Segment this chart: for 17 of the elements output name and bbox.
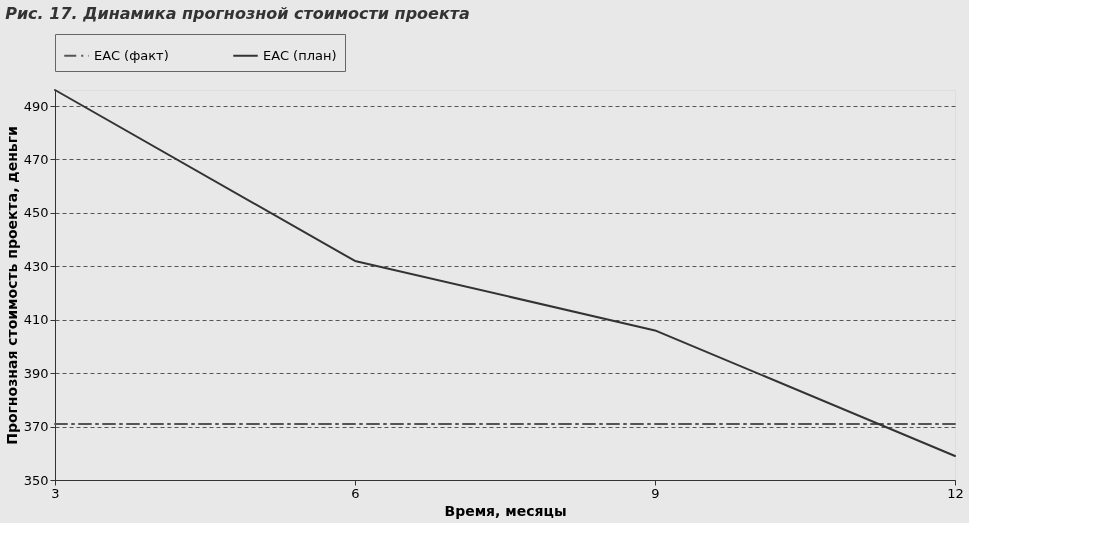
- x-tick-label: 3: [51, 485, 60, 501]
- y-tick-label: 410: [23, 312, 49, 328]
- y-tick-label: 350: [23, 472, 49, 488]
- y-tick-label: 430: [23, 258, 49, 274]
- x-tick-label: 12: [947, 485, 964, 501]
- y-tick-label: 390: [23, 365, 49, 381]
- legend-label: EAC (план): [263, 47, 337, 63]
- x-tick-label: 9: [651, 485, 660, 501]
- y-tick-label: 490: [23, 98, 49, 114]
- y-tick-label: 450: [23, 205, 49, 221]
- chart-title: Рис. 17. Динамика прогнозной стоимости проекта: [5, 3, 470, 23]
- legend-label: EAC (факт): [94, 47, 169, 63]
- y-tick-label: 470: [23, 151, 49, 167]
- x-axis-title: Время, месяцы: [444, 502, 567, 519]
- y-axis-title: Прогнозная стоимость проекта, деньги: [3, 126, 20, 445]
- x-tick-label: 6: [351, 485, 360, 501]
- y-tick-label: 370: [23, 419, 49, 435]
